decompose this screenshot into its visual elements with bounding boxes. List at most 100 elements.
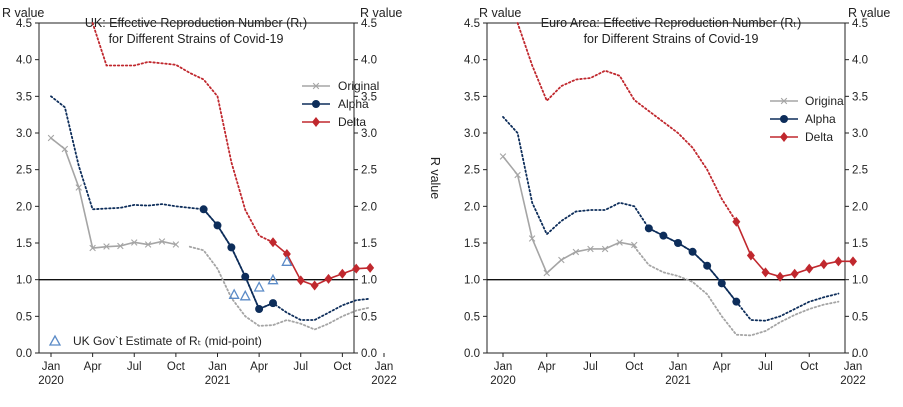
uk-xtick-label: Jan bbox=[208, 361, 227, 373]
x-marker-icon: ✕ bbox=[779, 95, 788, 108]
uk-ytick-right-label: 4.0 bbox=[361, 55, 377, 67]
euro-delta-point bbox=[849, 256, 857, 267]
euro-delta-point bbox=[834, 256, 843, 267]
euro-ytick-left-label: 3.5 bbox=[464, 91, 480, 103]
euro-ytick-right-label: 3.0 bbox=[852, 128, 868, 140]
euro-original-point: ✕ bbox=[557, 254, 566, 267]
legend-entry-alpha: Alpha bbox=[770, 112, 836, 126]
uk-right-axis-vertical-label: R value bbox=[428, 157, 442, 199]
uk-ytick-right-label: 2.0 bbox=[361, 201, 377, 213]
uk-ytick-right-label: 0.0 bbox=[361, 348, 377, 360]
euro-delta-point bbox=[819, 259, 828, 270]
uk-xtick-label: Oct bbox=[167, 361, 186, 373]
uk-alpha-point bbox=[227, 243, 236, 252]
uk-alpha-point bbox=[269, 299, 277, 308]
uk-ytick-right-label: 0.5 bbox=[361, 311, 377, 323]
legend-entry-delta: Delta bbox=[770, 130, 833, 144]
uk-ytick-right-label: 1.5 bbox=[361, 238, 377, 250]
uk-xtick-year-label: 2021 bbox=[205, 375, 231, 387]
euro-delta-dotted-line bbox=[516, 22, 738, 223]
euro-alpha-point bbox=[717, 279, 726, 288]
circle-marker-icon bbox=[312, 100, 320, 108]
euro-left-axis-label: R value bbox=[479, 6, 521, 20]
euro-ytick-left-label: 3.0 bbox=[464, 128, 480, 140]
uk-series: ✕ ✕ ✕ ✕ ✕ ✕ ✕ ✕ ✕ ✕ bbox=[46, 22, 375, 331]
legend-label-alpha: Alpha bbox=[805, 112, 836, 126]
euro-original-point: ✕ bbox=[615, 236, 624, 249]
legend-entry-alpha: Alpha bbox=[302, 97, 369, 111]
euro-alpha-point bbox=[703, 261, 712, 270]
uk-x-ticks: Jan 2020 Apr Jul Oct Jan 2021 Apr Jul Oct Jan 2022 bbox=[38, 353, 397, 387]
uk-delta-point bbox=[338, 268, 347, 279]
uk-ytick-right-label: 4.5 bbox=[361, 18, 377, 30]
euro-original-point: ✕ bbox=[586, 243, 595, 256]
euro-ytick-left-label: 4.0 bbox=[464, 55, 480, 67]
euro-xtick-label: Jul bbox=[583, 361, 598, 373]
uk-legend: ✕ Original Alpha Delta bbox=[302, 79, 379, 129]
uk-ytick-left-label: 4.0 bbox=[16, 55, 32, 67]
euro-delta-solid-line bbox=[735, 221, 853, 278]
euro-delta-point bbox=[805, 263, 814, 274]
uk-y-ticks: 0.0 0.0 0.5 0.5 1.0 1.0 1.5 1.5 2.0 2.0 2.5 2.5 3.0 3… bbox=[16, 18, 377, 360]
euro-ytick-left-label: 1.5 bbox=[464, 238, 480, 250]
uk-ytick-right-label: 1.0 bbox=[361, 275, 377, 287]
euro-xtick-label: Jan bbox=[669, 361, 688, 373]
euro-original-point: ✕ bbox=[630, 239, 639, 252]
uk-ytick-left-label: 0.0 bbox=[16, 348, 32, 360]
euro-ytick-left-label: 0.5 bbox=[464, 311, 480, 323]
uk-alpha-point bbox=[241, 272, 250, 281]
uk-ytick-right-label: 2.5 bbox=[361, 165, 377, 177]
uk-alpha-point bbox=[255, 305, 264, 313]
legend-label-delta: Delta bbox=[338, 115, 366, 129]
uk-xtick-label: Oct bbox=[333, 361, 352, 373]
legend-label-original: Original bbox=[805, 94, 846, 108]
euro-original-dotted-line bbox=[633, 245, 840, 337]
euro-delta-point bbox=[776, 271, 785, 282]
euro-original-solid-line bbox=[502, 156, 635, 275]
euro-ytick-right-label: 2.5 bbox=[852, 165, 868, 177]
diamond-marker-icon bbox=[780, 132, 788, 142]
euro-alpha-point bbox=[659, 231, 668, 240]
uk-right-axis-top-label: R value bbox=[360, 6, 402, 20]
euro-ytick-right-label: 2.0 bbox=[852, 201, 868, 213]
uk-xtick-label: Jul bbox=[293, 361, 308, 373]
euro-ytick-right-label: 4.5 bbox=[852, 18, 868, 30]
uk-delta-point bbox=[310, 280, 319, 291]
circle-marker-icon bbox=[780, 115, 788, 123]
euro-ytick-left-label: 2.5 bbox=[464, 165, 480, 177]
uk-xtick-label: Apr bbox=[250, 361, 268, 373]
euro-y-ticks: 0.0 0.0 0.5 0.5 1.0 1.0 1.5 1.5 2.0 2.0 2.5 2.5 3.0 3… bbox=[464, 18, 868, 360]
uk-original-point: ✕ bbox=[74, 181, 83, 194]
euro-ytick-left-label: 1.0 bbox=[464, 275, 480, 287]
uk-plot-frame bbox=[38, 22, 355, 354]
uk-original-point: ✕ bbox=[130, 236, 139, 249]
uk-gov-estimate-point bbox=[239, 289, 251, 301]
uk-gov-estimate-label: UK Gov`t Estimate of Rₜ (mid-point) bbox=[73, 334, 262, 348]
uk-alpha-dotted-line bbox=[50, 95, 372, 321]
uk-ytick-left-label: 1.5 bbox=[16, 238, 32, 250]
euro-chart-panel: R value R value Euro Area: Effective Rep… bbox=[464, 6, 890, 387]
uk-original-point: ✕ bbox=[60, 143, 69, 156]
uk-original-point: ✕ bbox=[157, 236, 166, 249]
legend-label-original: Original bbox=[338, 79, 379, 93]
uk-delta-point bbox=[282, 249, 291, 259]
uk-xtick-year-label: 2022 bbox=[371, 375, 397, 387]
euro-alpha-point bbox=[732, 297, 741, 306]
uk-left-axis-label: R value bbox=[2, 6, 44, 20]
uk-gov-estimate-point bbox=[228, 288, 240, 299]
uk-ytick-left-label: 2.0 bbox=[16, 201, 32, 213]
euro-alpha-point bbox=[644, 224, 653, 233]
uk-gov-estimate-point bbox=[281, 255, 293, 266]
uk-xtick-year-label: 2020 bbox=[38, 375, 64, 387]
uk-original-solid-line bbox=[50, 137, 177, 249]
uk-ytick-left-label: 1.0 bbox=[16, 275, 32, 287]
uk-delta-point bbox=[352, 263, 361, 274]
euro-ytick-left-label: 0.0 bbox=[464, 348, 480, 360]
euro-xtick-year-label: 2022 bbox=[840, 375, 866, 387]
euro-delta-point bbox=[746, 250, 755, 261]
euro-x-ticks: Jan 2020 Apr Jul Oct Jan 2021 Apr Jul Oct Jan 2022 bbox=[490, 353, 866, 387]
euro-xtick-year-label: 2020 bbox=[490, 375, 516, 387]
euro-ytick-right-label: 4.0 bbox=[852, 55, 868, 67]
uk-original-point: ✕ bbox=[144, 238, 153, 251]
euro-ytick-left-label: 2.0 bbox=[464, 201, 480, 213]
